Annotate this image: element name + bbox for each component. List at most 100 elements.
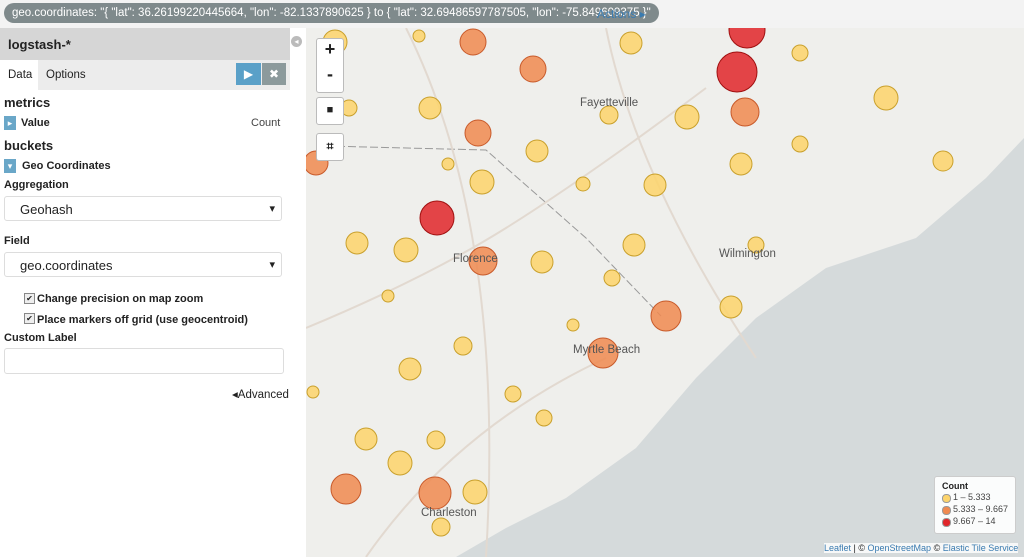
border xyxy=(325,145,662,317)
map-marker[interactable] xyxy=(873,85,899,111)
filter-pill[interactable]: geo.coordinates: "{ "lat": 36.2619922044… xyxy=(4,3,659,23)
map-marker[interactable] xyxy=(619,31,643,55)
map-marker[interactable] xyxy=(603,269,621,287)
legend-swatch xyxy=(942,506,951,515)
expand-toggle[interactable]: ▾ xyxy=(4,159,16,173)
crop-button[interactable]: ⌗ xyxy=(316,133,344,161)
actions-text[interactable]: Actions xyxy=(597,7,637,21)
map-marker[interactable] xyxy=(622,233,646,257)
tab-active-bg xyxy=(0,60,38,90)
city-label: Charleston xyxy=(421,507,477,519)
map-marker[interactable] xyxy=(412,29,426,43)
map-marker[interactable] xyxy=(464,119,492,147)
map-marker[interactable] xyxy=(330,473,362,505)
map-marker[interactable] xyxy=(932,150,954,172)
map-marker[interactable] xyxy=(525,139,549,163)
map-marker[interactable] xyxy=(387,450,413,476)
map-marker[interactable] xyxy=(504,385,522,403)
legend-swatch xyxy=(942,494,951,503)
draw-button[interactable]: ■ xyxy=(316,97,344,125)
field-label: Field xyxy=(4,235,30,247)
section-heading: buckets xyxy=(4,138,54,153)
metric-item[interactable]: Value xyxy=(21,117,50,129)
map-marker[interactable] xyxy=(530,250,554,274)
map-marker[interactable] xyxy=(535,409,553,427)
map-marker[interactable] xyxy=(453,336,473,356)
map-marker[interactable] xyxy=(791,44,809,62)
map-marker[interactable] xyxy=(306,385,320,399)
city-label: Fayetteville xyxy=(580,97,639,109)
section-heading: metrics xyxy=(4,95,51,110)
map-marker[interactable] xyxy=(398,357,422,381)
checkbox-label[interactable]: Change precision on map zoom xyxy=(37,293,204,305)
map-marker[interactable] xyxy=(468,246,498,276)
ocean xyxy=(456,138,1024,557)
collapse-button[interactable]: ◂ xyxy=(291,36,302,47)
zoom-in[interactable]: + xyxy=(324,39,336,59)
map-marker[interactable] xyxy=(354,427,378,451)
zoom-control xyxy=(316,38,344,93)
bucket-item[interactable]: Geo Coordinates xyxy=(22,160,111,172)
tab[interactable]: Data xyxy=(8,69,33,81)
map-marker[interactable] xyxy=(747,236,765,254)
map-marker[interactable] xyxy=(728,28,766,49)
city-label: Wilmington xyxy=(719,248,776,260)
map-marker[interactable] xyxy=(459,28,487,56)
legend-swatch xyxy=(942,518,951,527)
map-marker[interactable] xyxy=(462,479,488,505)
map-marker[interactable] xyxy=(393,237,419,263)
attribution-link[interactable]: Leaflet xyxy=(824,543,852,553)
attribution: Leaflet | © OpenStreetMap © Elastic Tile… xyxy=(824,543,1019,553)
map-marker[interactable] xyxy=(519,55,547,83)
expand-toggle[interactable]: ▸ xyxy=(4,116,16,130)
zoom-out[interactable]: - xyxy=(327,64,333,84)
map-marker[interactable] xyxy=(643,173,667,197)
apply-button[interactable]: ▶ xyxy=(236,63,261,85)
discard-button[interactable]: ✖ xyxy=(262,63,286,85)
map-marker[interactable] xyxy=(441,157,455,171)
map-marker[interactable] xyxy=(566,318,580,332)
legend-title: Count xyxy=(942,481,968,491)
attribution-text: | © xyxy=(851,543,868,553)
city-label: Myrtle Beach xyxy=(573,344,641,356)
map-marker[interactable] xyxy=(345,231,369,255)
checkbox[interactable]: ✔ xyxy=(24,293,35,304)
map xyxy=(306,28,1024,557)
map-marker[interactable] xyxy=(730,97,760,127)
actions-link[interactable]: Actions ▸ xyxy=(597,7,646,21)
select[interactable]: Geohash xyxy=(4,196,282,221)
sidebar-header xyxy=(0,28,290,60)
map-marker[interactable] xyxy=(469,169,495,195)
advanced-text[interactable]: Advanced xyxy=(237,389,289,401)
map-marker[interactable] xyxy=(575,176,591,192)
attribution-link[interactable]: Elastic Tile Service xyxy=(942,543,1019,553)
checkbox-label[interactable]: Place markers off grid (use geocentroid) xyxy=(37,314,248,326)
field-label: Custom Label xyxy=(4,332,77,344)
map-marker[interactable] xyxy=(719,295,743,319)
map-marker[interactable] xyxy=(716,51,758,93)
map-marker[interactable] xyxy=(791,135,809,153)
tab[interactable]: Options xyxy=(46,69,86,81)
map-marker[interactable] xyxy=(587,337,619,369)
map-marker[interactable] xyxy=(419,200,455,236)
text-input[interactable] xyxy=(4,348,284,374)
map-marker[interactable] xyxy=(426,430,446,450)
index-pattern: logstash-* xyxy=(8,37,71,52)
advanced-link[interactable]: ◂Advanced xyxy=(232,389,289,401)
roads xyxy=(306,28,757,557)
checkbox[interactable]: ✔ xyxy=(24,313,35,324)
map-marker[interactable] xyxy=(729,152,753,176)
map-marker[interactable] xyxy=(418,96,442,120)
map-marker[interactable] xyxy=(431,517,451,537)
select[interactable]: geo.coordinates xyxy=(4,252,282,277)
map-marker[interactable] xyxy=(599,105,619,125)
metric-value: Count xyxy=(251,117,281,129)
field-label: Aggregation xyxy=(4,179,69,191)
map-marker[interactable] xyxy=(674,104,700,130)
map-marker[interactable] xyxy=(418,476,452,510)
legend-label: 5.333 – 9.667 xyxy=(953,504,1009,514)
attribution-link[interactable]: OpenStreetMap xyxy=(867,543,932,553)
map-marker[interactable] xyxy=(381,289,395,303)
map-marker[interactable] xyxy=(650,300,682,332)
